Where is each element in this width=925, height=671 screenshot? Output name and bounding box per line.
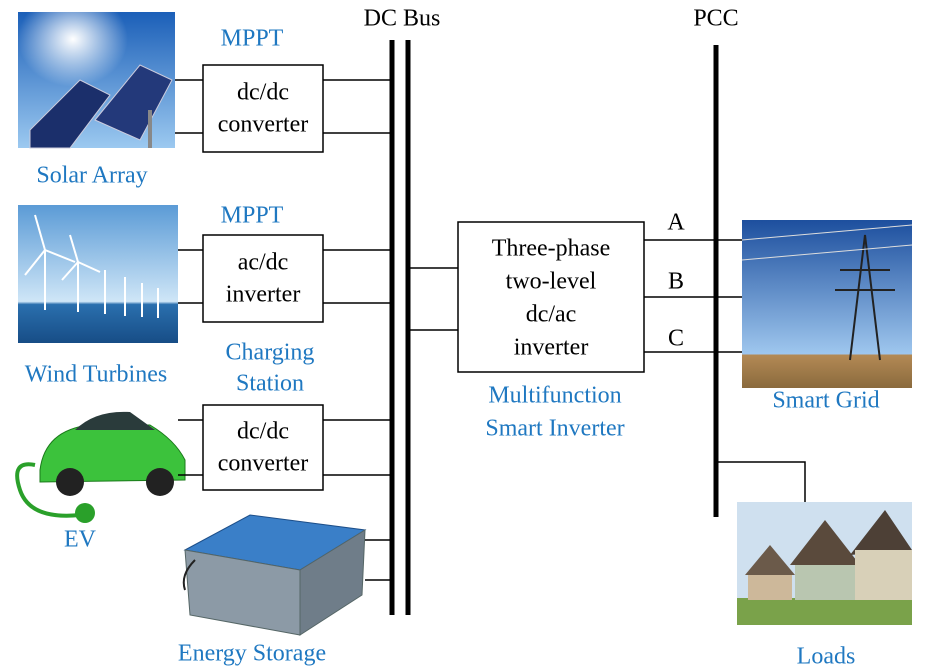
- box-text: ac/dc: [238, 250, 289, 276]
- station-label: Station: [236, 371, 304, 397]
- inverter-text: Three-phase: [492, 236, 611, 262]
- wind-image: [18, 205, 178, 343]
- box-text: converter: [218, 451, 309, 477]
- inverter-text: inverter: [514, 335, 589, 361]
- converter-box: [202, 64, 324, 153]
- dc-bus-label: DC Bus: [364, 6, 441, 32]
- phase-label: B: [668, 269, 684, 295]
- box-text: converter: [218, 112, 309, 138]
- ev-image: [15, 411, 186, 523]
- loads-image: [737, 502, 912, 625]
- storage-image: [182, 514, 367, 636]
- mppt-label: MPPT: [221, 26, 284, 52]
- station-label: Charging: [226, 340, 315, 366]
- grid-label: Smart Grid: [772, 388, 879, 414]
- box-text: inverter: [226, 282, 301, 308]
- inverter-text: two-level: [506, 269, 597, 295]
- phase-label: A: [667, 210, 685, 236]
- inverter-text: dc/ac: [526, 302, 577, 328]
- source-label: Wind Turbines: [25, 362, 167, 388]
- inverter-box: [457, 221, 645, 373]
- converter-box: [202, 404, 324, 491]
- box-text: dc/dc: [237, 80, 289, 106]
- pcc-label: PCC: [693, 6, 738, 32]
- inverter-label: Multifunction: [488, 383, 621, 409]
- inverter-label: Smart Inverter: [485, 416, 624, 442]
- source-label: Solar Array: [36, 163, 147, 189]
- mppt-label: MPPT: [221, 203, 284, 229]
- wires: [175, 79, 806, 581]
- source-label: EV: [64, 527, 97, 553]
- box-text: dc/dc: [237, 419, 289, 445]
- converter-box: [202, 234, 324, 323]
- grid-image: [741, 220, 913, 388]
- loads-label: Loads: [797, 644, 856, 670]
- source-label: Energy Storage: [178, 641, 326, 667]
- solar-image: [18, 12, 175, 149]
- phase-label: C: [668, 326, 684, 352]
